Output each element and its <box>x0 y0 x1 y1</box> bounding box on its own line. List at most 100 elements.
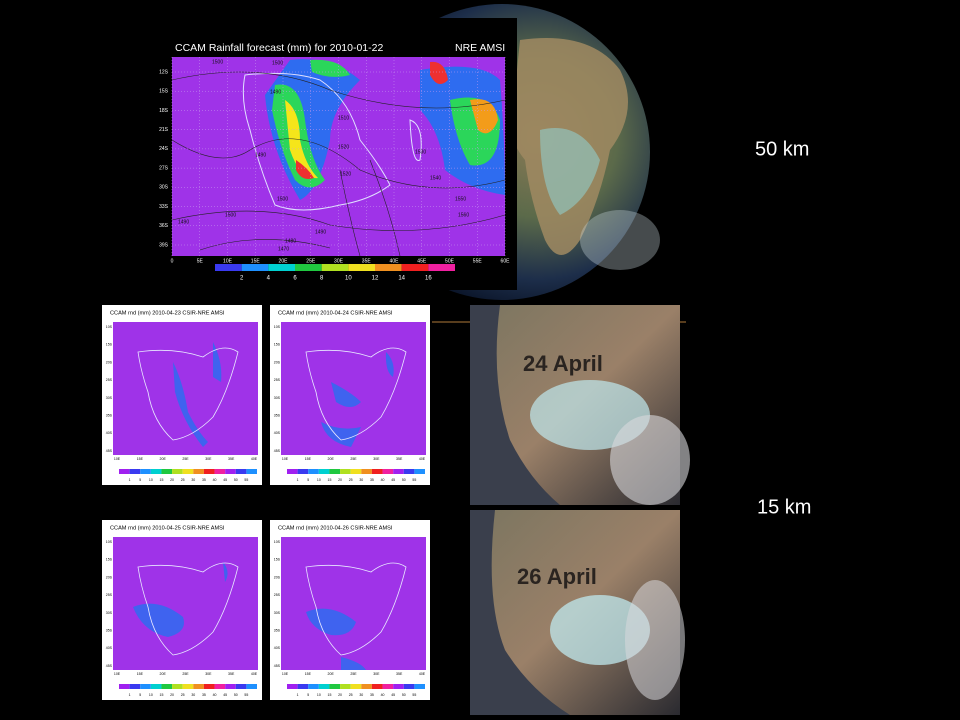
colorbar-segment <box>382 684 394 689</box>
contour-label: 1500 <box>212 59 223 65</box>
small-map: CCAM rnd (mm) 2010-04-26 CSIR-NRE AMSI 10… <box>270 520 430 700</box>
y-axis-label: 30S <box>274 611 281 615</box>
colorbar-segment <box>193 684 204 689</box>
x-axis-label: 40E <box>419 457 426 461</box>
colorbar-label: 45 <box>223 478 227 482</box>
colorbar-label: 15 <box>160 478 164 482</box>
x-axis-label: 10E <box>282 457 289 461</box>
colorbar-label: 16 <box>425 276 432 282</box>
x-axis-label: 25E <box>306 258 316 264</box>
colorbar-label: 25 <box>181 693 185 697</box>
colorbar-segment <box>350 469 362 474</box>
y-axis-label: 45S <box>106 449 113 453</box>
x-axis-label: 40E <box>251 672 258 676</box>
small-map: CCAM rnd (mm) 2010-04-24 CSIR-NRE AMSI 10… <box>270 305 430 485</box>
colorbar-segment <box>203 684 215 689</box>
small-map-title: CCAM rnd (mm) 2010-04-25 CSIR-NRE AMSI <box>110 525 225 531</box>
y-axis-label: 15S <box>106 558 113 562</box>
colorbar-segment <box>119 684 130 689</box>
colorbar-label: 15 <box>328 693 332 697</box>
y-axis-label: 15S <box>159 89 169 95</box>
contour-label: 1490 <box>270 89 281 95</box>
colorbar-label: 10 <box>317 478 321 482</box>
colorbar-segment <box>172 469 183 474</box>
colorbar-segment <box>295 264 322 271</box>
y-axis-label: 25S <box>274 593 281 597</box>
small-map-plot <box>113 322 258 455</box>
contour-label: 1550 <box>455 196 466 202</box>
x-axis-label: 20E <box>328 457 335 461</box>
colorbar-segment <box>161 469 173 474</box>
colorbar-label: 10 <box>345 276 352 282</box>
colorbar-segment <box>246 469 257 474</box>
colorbar-segment <box>308 684 319 689</box>
y-axis-label: 40S <box>274 431 281 435</box>
contour-label: 1540 <box>430 175 441 181</box>
y-axis-label: 40S <box>274 646 281 650</box>
x-axis-label: 25E <box>182 672 189 676</box>
x-axis-label: 25E <box>182 457 189 461</box>
colorbar-segment <box>214 469 226 474</box>
satellite-date: 24 April <box>523 351 603 376</box>
colorbar-segment <box>225 469 236 474</box>
x-axis-label: 0 <box>171 258 174 264</box>
colorbar-segment <box>140 684 151 689</box>
colorbar-label: 45 <box>391 478 395 482</box>
contour-label: 1500 <box>225 212 236 218</box>
colorbar-segment <box>401 264 429 271</box>
colorbar-label: 20 <box>170 478 174 482</box>
y-axis-label: 45S <box>106 664 113 668</box>
y-axis-label: 30S <box>274 396 281 400</box>
colorbar-label: 40 <box>213 693 217 697</box>
rain-area <box>173 342 222 447</box>
contour-label: 1490 <box>255 152 266 158</box>
colorbar-label: 10 <box>149 478 153 482</box>
x-axis-label: 30E <box>205 672 212 676</box>
colorbar-segment <box>371 469 383 474</box>
colorbar-label: 35 <box>202 478 206 482</box>
small-map-plot <box>113 537 258 670</box>
x-axis-label: 35E <box>362 258 372 264</box>
colorbar-label: 40 <box>381 693 385 697</box>
y-axis-label: 20S <box>106 575 113 579</box>
colorbar-label: 15 <box>328 478 332 482</box>
x-axis-label: 30E <box>373 457 380 461</box>
colorbar-segment <box>361 684 372 689</box>
y-axis-label: 15S <box>274 343 281 347</box>
x-axis-label: 40E <box>390 258 400 264</box>
colorbar-segment <box>414 684 425 689</box>
y-axis-label: 39S <box>159 242 169 248</box>
colorbar-segment <box>235 684 247 689</box>
satellite-date: 26 April <box>517 564 597 589</box>
colorbar-segment <box>203 469 215 474</box>
colorbar-segment <box>287 469 298 474</box>
colorbar-segment <box>414 469 425 474</box>
contour-label: 1510 <box>338 115 349 121</box>
colorbar-segment <box>382 469 394 474</box>
y-axis-label: 30S <box>159 185 169 191</box>
small-map-title: CCAM rnd (mm) 2010-04-23 CSIR-NRE AMSI <box>110 310 225 316</box>
x-axis-label: 60E <box>501 258 511 264</box>
y-axis-label: 18S <box>159 108 169 114</box>
colorbar-label: 20 <box>170 693 174 697</box>
colorbar-segment <box>150 469 162 474</box>
y-axis-label: 36S <box>159 223 169 229</box>
colorbar-label: 25 <box>181 478 185 482</box>
x-axis-label: 10E <box>282 672 289 676</box>
colorbar-label: 50 <box>402 693 406 697</box>
x-axis-label: 40E <box>419 672 426 676</box>
colorbar-label: 5 <box>307 693 309 697</box>
colorbar-segment <box>329 684 341 689</box>
y-axis-label: 15S <box>106 343 113 347</box>
contour-label: 1500 <box>272 60 283 66</box>
colorbar-segment <box>375 264 402 271</box>
x-axis-label: 50E <box>445 258 455 264</box>
colorbar-label: 14 <box>398 276 405 282</box>
colorbar-segment <box>225 684 236 689</box>
colorbar-segment <box>287 684 298 689</box>
x-axis-label: 35E <box>396 457 403 461</box>
colorbar-segment <box>297 469 309 474</box>
colorbar-segment <box>340 684 351 689</box>
coastline <box>137 562 239 656</box>
